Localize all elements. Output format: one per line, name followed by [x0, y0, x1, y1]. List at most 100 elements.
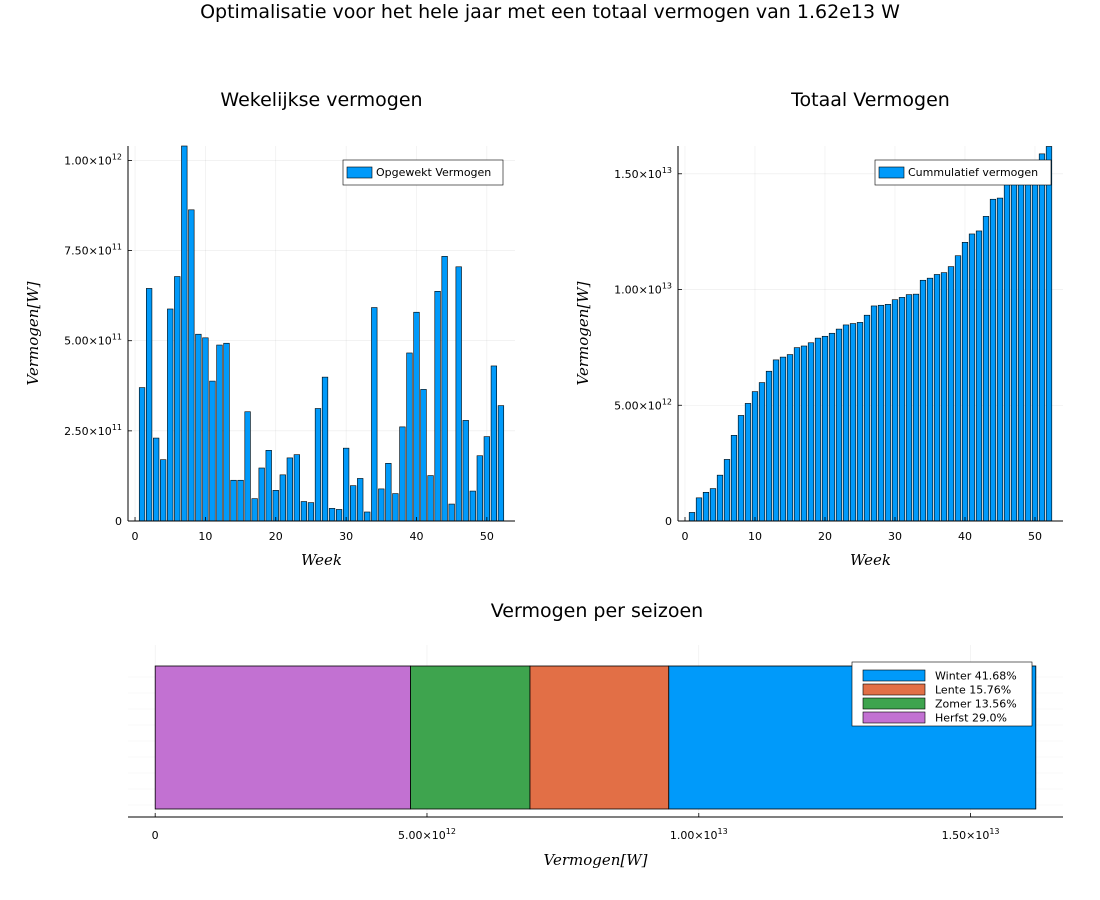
bar	[877, 304, 885, 522]
bar	[933, 274, 941, 522]
legend-swatch	[346, 166, 373, 179]
y-tick-label: 7.50×1011	[64, 243, 122, 258]
bar	[1045, 146, 1053, 522]
bar	[919, 279, 927, 522]
bar	[434, 291, 441, 522]
x-tick-label: 5.00×1012	[398, 827, 456, 842]
segment-zomer	[410, 665, 531, 810]
bar	[891, 299, 899, 522]
tick-exponent: 13	[718, 827, 728, 836]
bar	[807, 342, 815, 522]
total-chart-bars	[688, 146, 1053, 522]
legend-label-herfst: Herfst 29.0%	[935, 712, 1007, 725]
bar	[138, 387, 146, 522]
total-power-chart: Totaal Vermogen 0 10 20 30 40 50 0 5.00×1012 1.0…	[574, 89, 1063, 569]
total-chart-xlabel: Week	[850, 551, 891, 569]
weekly-chart-ticks: 0 10 20 30 40 5002.50×10115.00×10117.50×10111…	[64, 152, 494, 543]
bar	[490, 365, 498, 522]
bar	[905, 294, 913, 522]
y-tick-label: 1.00×1013	[614, 282, 672, 297]
bar	[321, 376, 329, 522]
bar	[448, 503, 455, 522]
weekly-chart-bars	[138, 145, 505, 522]
tick-exponent: 13	[662, 166, 672, 175]
y-tick-label: 1.00×1012	[64, 152, 122, 167]
bar	[145, 288, 153, 522]
bar	[307, 502, 315, 522]
bar	[779, 356, 787, 522]
legend-items: Winter 41.68%Lente 15.76%Zomer 13.56%Her…	[862, 670, 1017, 725]
bar	[1038, 153, 1046, 522]
bar	[737, 415, 745, 522]
bar	[230, 479, 237, 522]
x-tick-label: 0	[132, 530, 139, 543]
bar	[406, 352, 413, 522]
tick-exponent: 11	[112, 243, 122, 252]
x-tick-label: 0	[682, 530, 689, 543]
legend-swatch-zomer	[862, 697, 926, 710]
season-chart-xlabel: Vermogen[W]	[543, 851, 647, 869]
bar	[202, 337, 209, 522]
x-tick-label: 1.50×1013	[942, 827, 1000, 842]
bar	[1003, 181, 1011, 522]
x-tick-label: 20	[818, 530, 832, 543]
bar	[300, 501, 308, 522]
x-tick-label: 30	[339, 530, 353, 543]
bar	[244, 411, 251, 522]
bar	[483, 436, 490, 522]
bar	[328, 508, 336, 522]
x-tick-label: 10	[748, 530, 762, 543]
bar	[265, 450, 272, 522]
bar	[758, 382, 766, 522]
season-chart-legend: Winter 41.68%Lente 15.76%Zomer 13.56%Her…	[851, 661, 1033, 727]
season-chart-ticks: 0 5.00×1012 1.00×1013 1.50×1013	[152, 813, 1000, 842]
season-chart-segments	[154, 665, 1037, 810]
weekly-chart-ylabel: Vermogen[W]	[24, 281, 42, 385]
bar	[968, 233, 976, 522]
bar	[821, 335, 829, 522]
tick-mantissa: 7.50×10	[64, 245, 112, 258]
bar	[497, 405, 505, 522]
bar	[765, 370, 773, 522]
bar	[870, 305, 878, 522]
segment-lente	[529, 665, 670, 810]
y-tick-label: 0	[665, 515, 672, 528]
bar	[1017, 173, 1025, 522]
bar	[469, 490, 476, 522]
bar	[209, 380, 216, 522]
tick-mantissa: 2.50×10	[64, 425, 112, 438]
x-tick-label: 50	[1028, 530, 1042, 543]
bar	[279, 474, 286, 522]
weekly-chart-axes	[127, 146, 515, 522]
tick-mantissa: 1.50×10	[614, 168, 662, 181]
bar	[160, 459, 167, 522]
bar	[723, 459, 731, 522]
bar	[223, 342, 230, 522]
tick-mantissa: 5.00×10	[614, 399, 662, 412]
tick-exponent: 13	[662, 282, 672, 291]
bar	[912, 293, 920, 522]
bar	[702, 491, 710, 522]
bar	[730, 435, 738, 522]
bar	[884, 304, 892, 522]
bar	[800, 345, 808, 522]
y-tick-label: 5.00×1011	[64, 333, 122, 348]
legend-swatch-lente	[862, 683, 926, 696]
season-chart-title: Vermogen per seizoen	[491, 600, 703, 622]
bar	[364, 511, 371, 522]
x-tick-label: 10	[198, 530, 212, 543]
bar	[378, 488, 385, 522]
bar	[441, 256, 448, 522]
bar	[350, 485, 357, 522]
bar	[216, 344, 223, 522]
bar	[863, 314, 871, 522]
x-tick-label: 1.00×1013	[670, 827, 728, 842]
bar	[940, 272, 948, 522]
tick-mantissa: 1.50×10	[942, 829, 990, 842]
bar	[286, 457, 293, 522]
bar	[982, 216, 990, 522]
y-tick-label: 2.50×1011	[64, 423, 122, 438]
bar	[961, 241, 969, 522]
season-power-chart: Vermogen per seizoen 0 5.00×1012 1.00×1013…	[128, 600, 1063, 869]
